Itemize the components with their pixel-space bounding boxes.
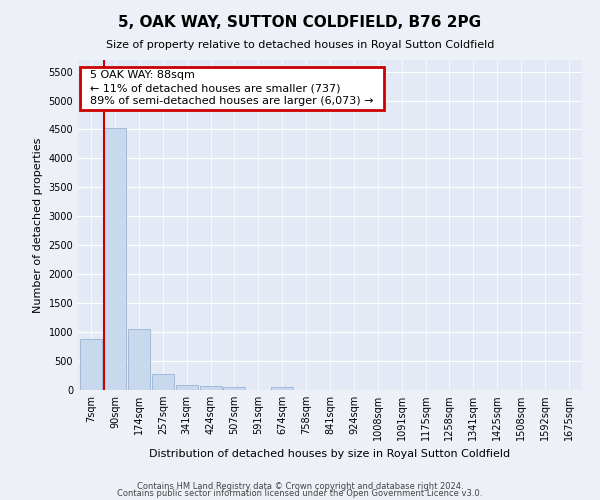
Bar [80,339,102,390]
Bar [200,386,221,390]
Text: Contains public sector information licensed under the Open Government Licence v3: Contains public sector information licen… [118,489,482,498]
Text: Contains HM Land Registry data © Crown copyright and database right 2024.: Contains HM Land Registry data © Crown c… [137,482,463,491]
Bar [176,385,197,390]
Text: 5 OAK WAY: 88sqm  
  ← 11% of detached houses are smaller (737)  
  89% of semi-: 5 OAK WAY: 88sqm ← 11% of detached house… [83,70,380,106]
Bar [271,387,293,390]
Text: 5, OAK WAY, SUTTON COLDFIELD, B76 2PG: 5, OAK WAY, SUTTON COLDFIELD, B76 2PG [118,15,482,30]
Bar [104,128,126,390]
Bar [152,374,174,390]
Bar [223,387,245,390]
Y-axis label: Number of detached properties: Number of detached properties [33,138,43,312]
Text: Size of property relative to detached houses in Royal Sutton Coldfield: Size of property relative to detached ho… [106,40,494,50]
Bar [128,328,150,390]
X-axis label: Distribution of detached houses by size in Royal Sutton Coldfield: Distribution of detached houses by size … [149,448,511,458]
